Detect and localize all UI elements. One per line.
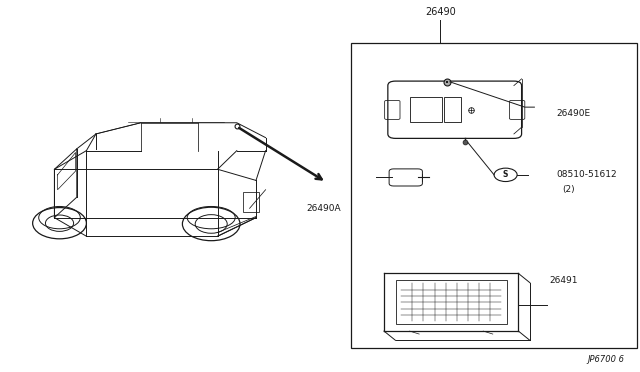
Text: 26490E: 26490E: [557, 109, 591, 118]
Text: S: S: [503, 170, 508, 179]
Text: 08510-51612: 08510-51612: [557, 170, 618, 179]
Bar: [243, 192, 259, 212]
Text: 26491: 26491: [549, 276, 578, 285]
Text: 26490A: 26490A: [307, 204, 341, 213]
Bar: [396, 280, 507, 324]
Text: JP6700 6: JP6700 6: [587, 355, 624, 364]
Bar: [351, 43, 637, 348]
Text: 26490: 26490: [425, 7, 456, 17]
Text: (2): (2): [562, 185, 575, 194]
Bar: [444, 97, 461, 122]
Bar: [410, 97, 442, 122]
